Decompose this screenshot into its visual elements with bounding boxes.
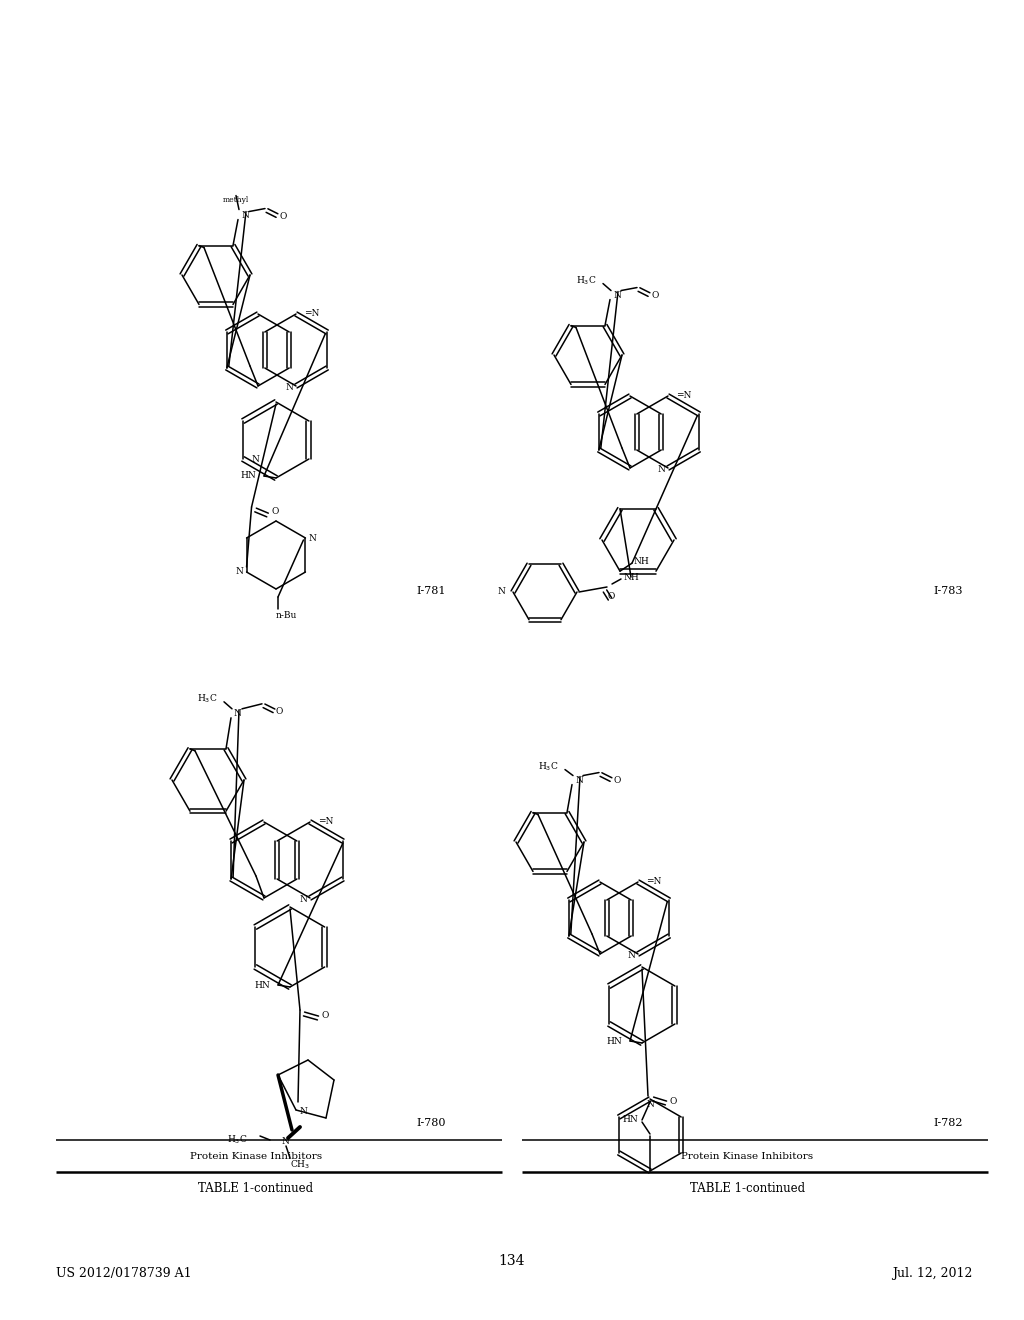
Text: N: N (241, 211, 249, 220)
Text: N: N (646, 1100, 654, 1109)
Text: I-782: I-782 (933, 1118, 963, 1129)
Text: O: O (613, 776, 621, 785)
Text: N: N (308, 535, 316, 543)
Text: H$_3$C: H$_3$C (198, 693, 218, 705)
Text: N: N (251, 454, 259, 463)
Text: TABLE 1-continued: TABLE 1-continued (690, 1181, 805, 1195)
Text: O: O (322, 1011, 330, 1019)
Text: US 2012/0178739 A1: US 2012/0178739 A1 (56, 1267, 191, 1280)
Text: NH: NH (634, 557, 650, 566)
Text: N: N (575, 776, 583, 785)
Text: O: O (271, 507, 279, 516)
Text: Jul. 12, 2012: Jul. 12, 2012 (893, 1267, 973, 1280)
Text: H$_3$C: H$_3$C (227, 1134, 248, 1146)
Text: N: N (613, 290, 621, 300)
Text: CH$_3$: CH$_3$ (290, 1159, 310, 1171)
Text: HN: HN (241, 471, 256, 480)
Text: N: N (282, 1138, 290, 1147)
Text: N: N (299, 895, 307, 904)
Text: N: N (234, 709, 242, 718)
Text: Protein Kinase Inhibitors: Protein Kinase Inhibitors (189, 1152, 323, 1160)
Text: N: N (236, 568, 244, 576)
Text: HN: HN (254, 981, 270, 990)
Text: N: N (497, 587, 505, 597)
Text: O: O (276, 708, 284, 717)
Text: =N: =N (646, 876, 662, 886)
Text: methyl: methyl (223, 195, 249, 203)
Text: =N: =N (676, 391, 691, 400)
Text: O: O (607, 591, 614, 601)
Text: O: O (670, 1097, 677, 1106)
Text: N: N (627, 950, 635, 960)
Text: I-781: I-781 (416, 586, 445, 597)
Text: Protein Kinase Inhibitors: Protein Kinase Inhibitors (681, 1152, 814, 1160)
Text: I-780: I-780 (416, 1118, 445, 1129)
Text: H$_3$C: H$_3$C (577, 275, 597, 286)
Text: TABLE 1-continued: TABLE 1-continued (199, 1181, 313, 1195)
Text: N: N (285, 383, 293, 392)
Text: N: N (300, 1107, 308, 1115)
Text: HN: HN (606, 1036, 622, 1045)
Text: HN: HN (623, 1115, 638, 1125)
Text: O: O (651, 290, 658, 300)
Text: H$_3$C: H$_3$C (539, 760, 559, 772)
Text: NH: NH (623, 573, 639, 582)
Text: 134: 134 (499, 1254, 525, 1267)
Text: =N: =N (304, 309, 319, 318)
Text: I-783: I-783 (933, 586, 963, 597)
Text: =N: =N (318, 817, 334, 826)
Text: n-Bu: n-Bu (276, 610, 297, 619)
Text: N: N (657, 465, 665, 474)
Text: O: O (279, 213, 287, 220)
